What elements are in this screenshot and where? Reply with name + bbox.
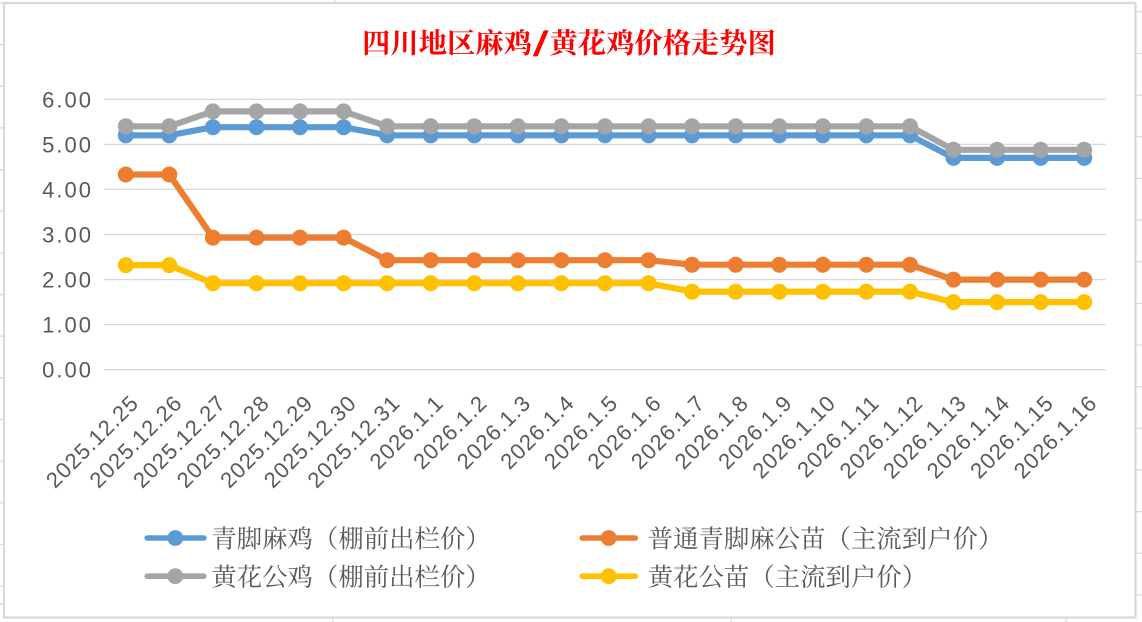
svg-text:4.00: 4.00 [42,177,93,202]
svg-text:2.00: 2.00 [42,268,93,293]
svg-text:6.00: 6.00 [42,87,93,112]
svg-text:1.00: 1.00 [42,313,93,338]
svg-text:3.00: 3.00 [42,223,93,248]
svg-text:5.00: 5.00 [42,132,93,157]
svg-text:0.00: 0.00 [42,358,93,383]
